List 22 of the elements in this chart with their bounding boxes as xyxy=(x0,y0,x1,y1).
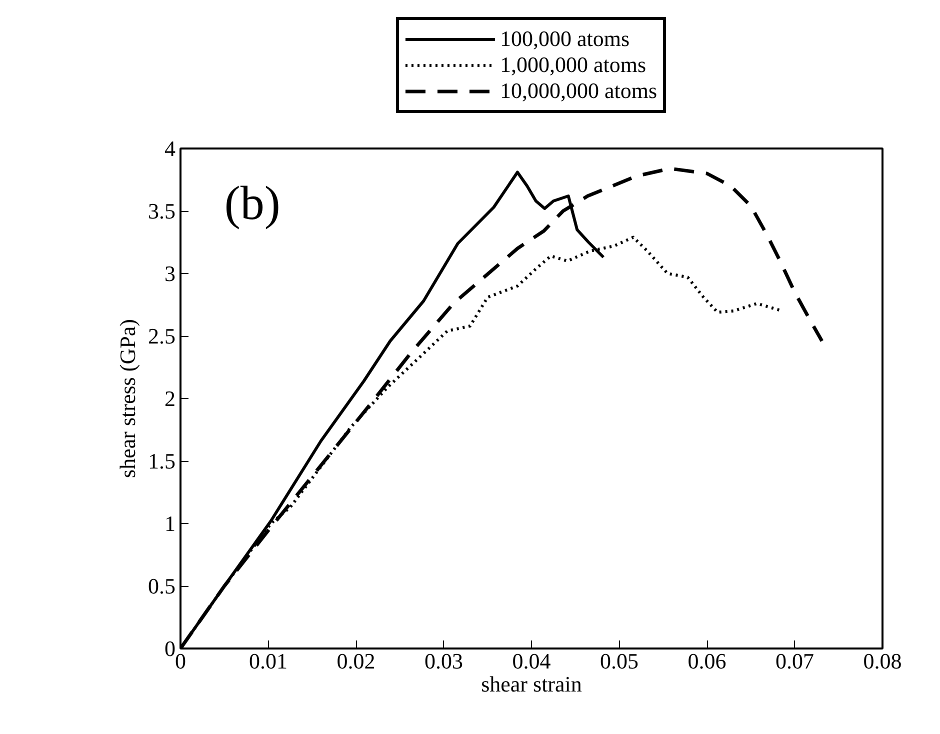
x-tick-label: 0.02 xyxy=(336,648,376,674)
y-tick-label: 2.5 xyxy=(148,324,176,348)
y-tick-label: 1.5 xyxy=(148,448,176,474)
legend-label: 1,000,000 atoms xyxy=(500,52,646,78)
y-tick-label: 2 xyxy=(164,386,176,411)
legend-label: 10,000,000 atoms xyxy=(500,78,658,104)
y-tick-label: 3 xyxy=(164,261,176,286)
x-tick-label: 0.01 xyxy=(249,648,288,674)
x-tick-label: 0.08 xyxy=(863,648,902,674)
y-tick-label: 0.5 xyxy=(148,574,176,598)
y-tick-label: 3.5 xyxy=(148,198,176,224)
annotation: (b) xyxy=(224,176,280,230)
y-tick-label: 4 xyxy=(164,136,176,161)
x-tick-label: 0.06 xyxy=(688,648,726,674)
x-tick-label: 0.07 xyxy=(776,648,814,674)
x-tick-label: 0.03 xyxy=(424,648,463,674)
x-tick-label: 0.04 xyxy=(512,648,551,674)
x-tick-label: 0.05 xyxy=(600,648,638,674)
legend-label: 100,000 atoms xyxy=(500,26,630,52)
y-axis-title: shear stress (GPa) xyxy=(115,319,140,478)
y-tick-label: 1 xyxy=(164,511,176,536)
x-axis-title: shear strain xyxy=(481,672,582,696)
